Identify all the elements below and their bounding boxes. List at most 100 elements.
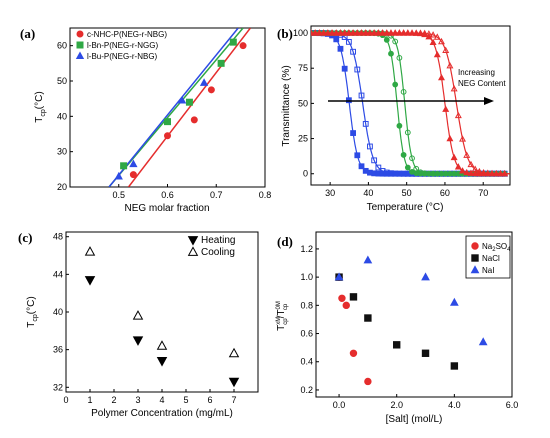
y-axis-label-part: 0M [276, 301, 282, 309]
data-point [383, 37, 390, 43]
data-point [442, 170, 449, 177]
data-point [320, 29, 328, 36]
x-tick-label: 30 [325, 188, 335, 198]
data-point [425, 170, 432, 177]
panel-a: (a) 0.5 0.6 0.7 0.8 20 30 40 50 60 NEG molar frac… [20, 26, 271, 214]
data-point [429, 38, 437, 45]
data-point [501, 169, 509, 177]
data-point [120, 162, 128, 170]
y-tick-label: 32 [53, 382, 63, 392]
x-axis-label-unit: °C) [429, 202, 444, 213]
data-point [409, 155, 415, 162]
data-point [129, 171, 137, 179]
legend-label: NaCl [482, 254, 500, 263]
data-point [129, 159, 138, 168]
legend-label-main: NaI [482, 266, 494, 275]
annotation-line-2: NEG Content [458, 79, 506, 88]
data-point [392, 38, 399, 45]
y-tick-label: 75 [298, 63, 308, 73]
data-point [311, 29, 319, 36]
y-axis-label-main: T [34, 117, 45, 123]
data-point [349, 349, 358, 357]
data-point [471, 165, 479, 172]
y-tick-label: 0.6 [300, 329, 313, 339]
data-point [404, 29, 412, 36]
y-axis-label-part: T [276, 325, 287, 331]
data-point [438, 170, 445, 177]
data-point [450, 153, 458, 161]
data-point [366, 29, 374, 36]
data-point [425, 30, 433, 37]
legend-label: l-Bu-P(NEG-r-NBG) [87, 52, 158, 61]
plot-frame [310, 25, 511, 186]
panel-d-label: (d) [277, 234, 293, 249]
data-point [438, 37, 445, 45]
data-point [185, 98, 193, 106]
y-axis-label-unit: (°C) [34, 91, 45, 109]
data-point [350, 130, 356, 136]
data-point [114, 171, 123, 180]
data-point [156, 340, 168, 350]
data-point [459, 167, 467, 174]
y-axis-label: Tcp(°C) [26, 296, 39, 327]
y-tick-label: 1.0 [300, 272, 313, 282]
x-axis-label: Polymer Concentration (mg/mL) [91, 408, 233, 419]
data-point [362, 29, 370, 36]
x-tick-label: 5 [183, 395, 188, 405]
fit-lines [108, 28, 251, 187]
data-point [324, 29, 332, 36]
data-point [408, 29, 416, 36]
data-point [488, 169, 496, 177]
legend-label-main: NaCl [482, 254, 500, 263]
data-point [383, 29, 391, 36]
y-axis-label-part: xM [276, 317, 282, 325]
data-point [345, 29, 353, 36]
data-point [379, 29, 387, 36]
data-point [345, 97, 352, 104]
data-point [433, 50, 441, 58]
fit-line [127, 28, 251, 187]
data-point [454, 163, 462, 170]
data-point [228, 347, 240, 358]
x-axis-label: Temperature (°C) [367, 202, 444, 213]
x-tick-label: 2 [111, 395, 116, 405]
data-point [363, 255, 373, 264]
data-point [388, 170, 394, 177]
y-tick-label: 40 [53, 307, 63, 317]
x-tick-label: 0.5 [112, 190, 125, 200]
y-axis-label: Transmittance (%) [281, 65, 292, 146]
data-point [393, 341, 401, 349]
data-point [416, 29, 424, 36]
data-point [475, 167, 483, 175]
data-point [421, 170, 428, 177]
data-point [434, 170, 441, 177]
x-tick-label: 2.0 [390, 400, 403, 410]
data-point [400, 29, 408, 36]
data-point [391, 29, 399, 36]
data-point [342, 301, 350, 310]
legend-label: Cooling [201, 247, 235, 258]
data-point [467, 160, 475, 168]
x-tick-label: 3 [135, 395, 140, 405]
legend-label-sub: 2 [492, 247, 496, 253]
data-point [484, 169, 492, 176]
x-tick-label: 0.7 [210, 190, 223, 200]
legend-marker [76, 30, 84, 38]
fit-line [108, 28, 239, 187]
data-point [364, 314, 372, 322]
panel-d: (d) 0.0 2.0 4.0 6.0 0.2 0.4 0.6 0.8 1.0 1.2 [Salt]… [276, 231, 518, 425]
x-tick-label: 4 [159, 395, 164, 405]
data-point [228, 377, 240, 388]
data-point [442, 105, 450, 112]
y-tick-label: 44 [53, 269, 63, 279]
data-point [446, 134, 454, 142]
y-axis-label-sub: cp [32, 314, 39, 322]
y-tick-label: 60 [57, 41, 67, 51]
arrow-head [484, 97, 494, 105]
data-point [349, 29, 357, 36]
data-point [388, 50, 394, 57]
y-axis-label-part: cp [283, 318, 289, 325]
legend-label-main: Na [482, 242, 493, 251]
data-point [392, 81, 399, 88]
